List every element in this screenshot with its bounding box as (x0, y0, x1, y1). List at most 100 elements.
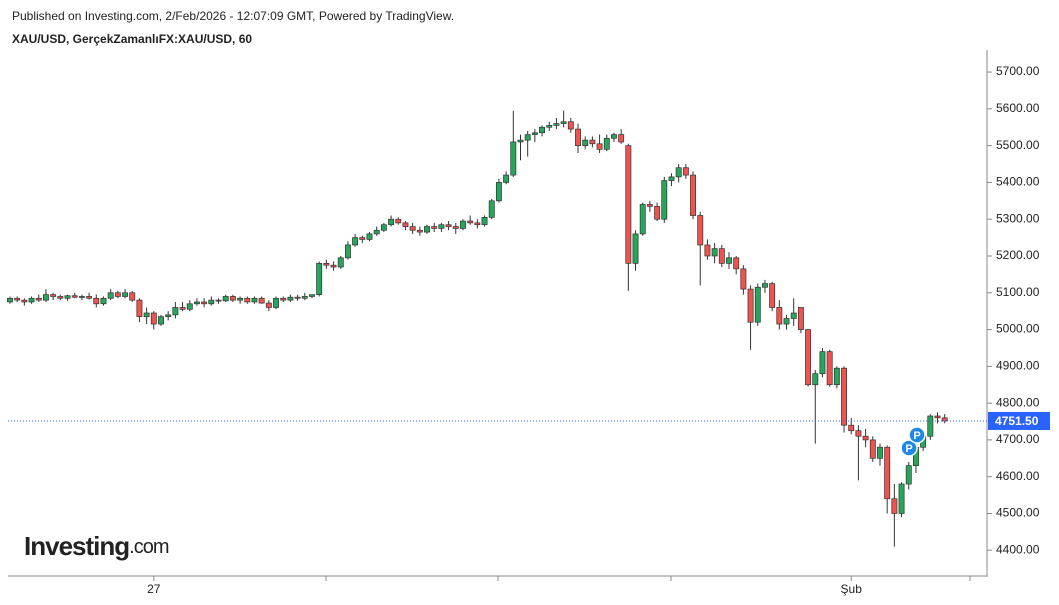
candle-body (531, 132, 538, 135)
candle-body (646, 204, 653, 207)
candle-body (143, 312, 150, 318)
candle-body (452, 226, 459, 229)
x-tick-label: Şub (841, 582, 863, 596)
candle-body (330, 264, 337, 268)
candle-body (107, 292, 114, 299)
candle-body (905, 465, 912, 485)
candle-body (309, 294, 315, 297)
candle-body (93, 297, 100, 305)
candle-body (877, 446, 883, 459)
candle-body (575, 128, 581, 146)
marker (908, 426, 926, 444)
candle-body (697, 215, 704, 246)
candle-body (172, 307, 179, 316)
candle-body (287, 296, 294, 301)
y-tick-label: 5000.00 (996, 322, 1040, 336)
candle-body (366, 233, 373, 240)
candle-body (704, 244, 711, 257)
candle-body (229, 296, 236, 301)
candle-body (884, 446, 891, 500)
candle-body (78, 296, 85, 298)
candle-body (833, 367, 840, 386)
x-tick-label: 27 (147, 582, 161, 596)
candle-body (625, 145, 632, 264)
candle-body (222, 296, 229, 302)
candle-body (114, 292, 121, 297)
candle-body (409, 226, 416, 231)
candle-body (237, 297, 244, 301)
candle-body (596, 143, 603, 150)
y-tick-label: 4800.00 (996, 395, 1040, 409)
candle-body (517, 139, 524, 143)
candle-body (14, 297, 21, 301)
candle-body (201, 301, 208, 305)
candle-body (805, 329, 812, 386)
candle-body (826, 351, 833, 386)
candle-body (344, 244, 351, 259)
candle-body (761, 283, 768, 288)
candle-body (783, 318, 790, 325)
candle-body (675, 167, 682, 178)
candle-body (35, 297, 42, 301)
candle-body (819, 351, 826, 375)
candle-body (618, 134, 625, 143)
candle-body (57, 296, 64, 299)
candle-body (402, 222, 409, 227)
candle-body (208, 299, 215, 305)
candle-body (467, 220, 474, 224)
candle-body (539, 126, 546, 134)
candle-body (7, 297, 13, 303)
candle-body (337, 257, 344, 268)
candle-body (812, 373, 819, 386)
candle-body (323, 262, 330, 266)
chart-title: XAU/USD, GerçekZamanlıFX:XAU/USD, 60 (12, 32, 252, 46)
candle-body (388, 218, 395, 226)
candle-body (553, 123, 560, 126)
candle-body (589, 139, 596, 145)
candle-body (891, 498, 898, 514)
candle-body (560, 121, 567, 124)
candle-body (869, 439, 876, 459)
candle-body (503, 174, 510, 183)
candle-body (150, 312, 157, 325)
y-tick-label: 5300.00 (996, 211, 1040, 225)
candle-body (373, 229, 380, 235)
candle-body (510, 141, 517, 176)
candle-body (100, 297, 107, 305)
last-price-box (988, 411, 1050, 430)
candle-body (179, 307, 186, 310)
header: Published on Investing.com, 2/Feb/2026 -… (12, 9, 454, 23)
candle-body (603, 137, 610, 150)
candle-body (258, 297, 265, 304)
y-tick-label: 4400.00 (996, 542, 1040, 556)
candle-body (848, 424, 855, 432)
y-tick-label: 5600.00 (996, 101, 1040, 115)
candle-body (841, 367, 847, 426)
candle-body (129, 292, 136, 301)
candle-body (855, 430, 862, 437)
candle-body (273, 297, 279, 308)
y-tick-label: 5400.00 (996, 175, 1040, 189)
logo: Investing.com (24, 531, 169, 561)
candle-body (438, 224, 445, 229)
candle-body (790, 312, 797, 319)
candle-body (668, 176, 675, 181)
marker-label: P (913, 430, 920, 442)
candle-body (769, 283, 776, 308)
candle-body (165, 314, 172, 318)
candle-body (682, 167, 689, 176)
marker (900, 439, 918, 457)
candle-body (460, 220, 466, 229)
candle-body (265, 302, 272, 308)
candle-body (251, 297, 258, 303)
candle-body (632, 233, 639, 264)
y-tick-label: 5700.00 (996, 64, 1040, 78)
candle-body (481, 217, 488, 226)
logo-main: Investing (24, 531, 129, 561)
candle-body (186, 303, 193, 310)
candle-body (488, 200, 495, 218)
candle-body (215, 299, 222, 302)
candle-body (740, 268, 747, 290)
candle-body (733, 257, 740, 270)
candle-body (28, 297, 35, 303)
